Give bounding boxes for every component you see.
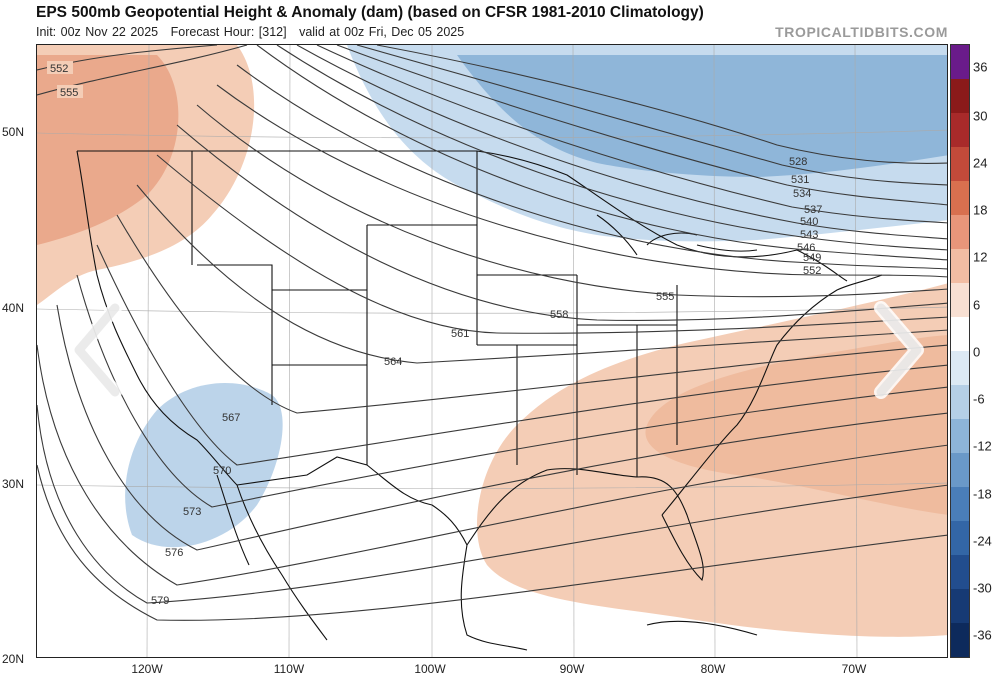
latitude-label: 40N [2,301,25,315]
contour-label: 546 [797,242,815,254]
longitude-label: 90W [559,662,585,676]
colorbar-label: -12 [973,438,992,454]
contour-label: 534 [793,188,811,200]
map-panel: 552 555 528 531 534 537 540 543 546 549 … [36,44,948,658]
contour-label: 561 [451,328,469,340]
colorbar-label: 12 [973,249,988,265]
colorbar-label: 6 [973,297,981,313]
colorbar-label: 30 [973,108,988,124]
contour-label: 558 [550,309,568,321]
political-borders [76,150,883,651]
colorbar-label: 36 [973,59,988,75]
next-arrow-button[interactable] [865,300,929,400]
contour-label: 573 [183,506,201,518]
chevron-left-icon [72,301,122,399]
init-time: Init: 00z Nov 22 2025 [36,25,159,39]
latitude-label: 20N [2,652,25,666]
chevron-right-icon [874,301,924,399]
positive-anomaly-southeast-core [645,335,947,515]
forecast-hour: Forecast Hour: [312] [170,25,287,39]
contour-label: 528 [789,156,807,168]
page-title: EPS 500mb Geopotential Height & Anomaly … [36,4,704,21]
prev-arrow-button[interactable] [67,300,131,400]
longitude-label: 70W [841,662,867,676]
subtitle: Init: 00z Nov 22 2025 Forecast Hour: [31… [36,25,472,39]
colorbar-label: -18 [973,486,992,502]
contour-label: 579 [151,595,169,607]
map-canvas: 552 555 528 531 534 537 540 543 546 549 … [37,45,947,657]
longitude-label: 100W [414,662,446,676]
contour-label: 576 [165,547,183,559]
longitude-label: 80W [700,662,726,676]
contour-labels: 552 555 528 531 534 537 540 543 546 549 … [47,61,822,607]
colorbar-label: 18 [973,202,988,218]
contour-label: 552 [50,63,68,75]
colorbar-label: -36 [973,627,992,643]
contour-label: 537 [804,204,822,216]
contour-label: 570 [213,465,231,477]
negative-anomaly-north-core [457,55,947,177]
site-brand[interactable]: TROPICALTIDBITS.COM [775,24,948,40]
valid-time: valid at 00z Fri, Dec 05 2025 [299,25,465,39]
height-contours [37,45,947,621]
longitude-label: 110W [273,662,305,676]
longitude-label: 120W [131,662,163,676]
colorbar-label: -24 [973,533,992,549]
contour-label: 552 [803,265,821,277]
colorbar-label: 24 [973,155,988,171]
colorbar-label: 0 [973,344,981,360]
colorbar-label: -6 [973,391,985,407]
anomaly-colorbar [950,44,970,658]
contour-label: 540 [800,216,818,228]
contour-label: 549 [803,252,821,264]
latitude-label: 30N [2,477,25,491]
latitude-label: 50N [2,125,25,139]
positive-anomaly-northwest-core [37,55,179,245]
contour-label: 531 [791,174,809,186]
graticule [37,45,947,657]
anomaly-shading [37,45,947,637]
negative-anomaly-southwest [125,383,283,548]
contour-label: 555 [656,291,674,303]
contour-label: 564 [384,356,402,368]
contour-label: 555 [60,87,78,99]
contour-label: 543 [800,229,818,241]
contour-label: 567 [222,412,240,424]
colorbar-label: -30 [973,580,992,596]
